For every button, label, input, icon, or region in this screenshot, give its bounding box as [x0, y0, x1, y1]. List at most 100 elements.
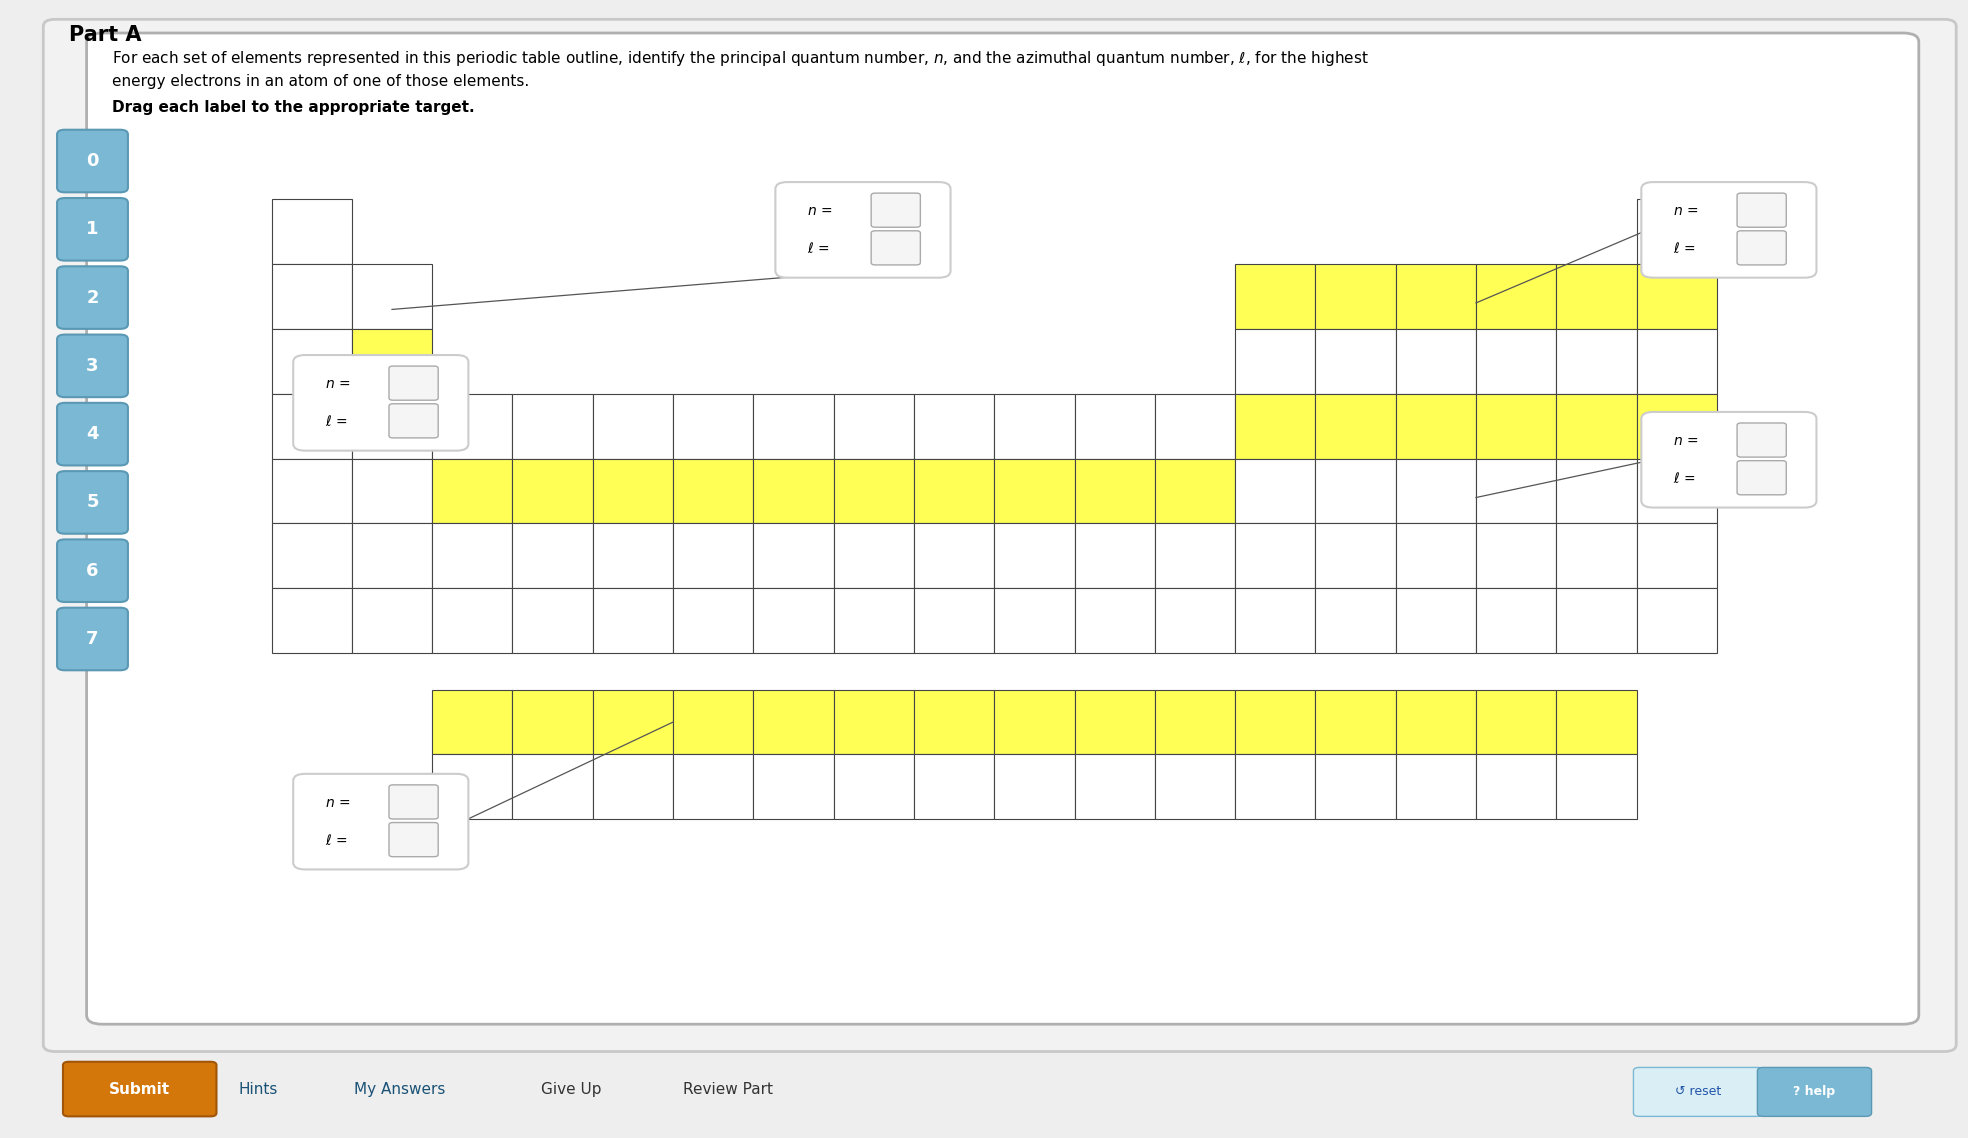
Bar	[592, 459, 673, 523]
Text: $\ell$ =: $\ell$ =	[1673, 241, 1694, 256]
FancyBboxPatch shape	[1738, 461, 1787, 495]
Text: ? help: ? help	[1793, 1086, 1836, 1098]
Bar	[352, 394, 433, 459]
Bar	[1155, 588, 1236, 653]
Text: 6: 6	[87, 562, 98, 579]
Bar	[512, 523, 592, 588]
Text: Hints: Hints	[238, 1081, 277, 1097]
Bar	[834, 523, 913, 588]
Bar	[1637, 264, 1716, 329]
Bar	[433, 394, 512, 459]
Bar	[272, 199, 352, 264]
Text: My Answers: My Answers	[354, 1081, 445, 1097]
Bar	[1155, 459, 1236, 523]
Bar	[1395, 690, 1476, 754]
Bar	[1075, 588, 1155, 653]
Text: Review Part: Review Part	[683, 1081, 773, 1097]
Bar	[1476, 690, 1557, 754]
Bar	[1395, 588, 1476, 653]
Bar	[994, 754, 1075, 819]
Bar	[512, 588, 592, 653]
Bar	[1236, 690, 1315, 754]
Bar	[994, 588, 1075, 653]
Bar	[754, 394, 834, 459]
Bar	[834, 754, 913, 819]
Bar	[913, 523, 994, 588]
Bar	[272, 264, 352, 329]
Bar	[913, 588, 994, 653]
Text: $\ell$ =: $\ell$ =	[325, 414, 346, 429]
FancyBboxPatch shape	[1738, 231, 1787, 265]
Bar	[994, 394, 1075, 459]
Text: $n$ =: $n$ =	[807, 204, 832, 218]
FancyBboxPatch shape	[775, 182, 951, 278]
Bar	[673, 754, 754, 819]
Bar	[512, 754, 592, 819]
Bar	[592, 394, 673, 459]
Bar	[913, 394, 994, 459]
Bar	[1155, 754, 1236, 819]
Bar	[352, 523, 433, 588]
Bar	[1315, 459, 1395, 523]
Bar	[1075, 754, 1155, 819]
Bar	[913, 690, 994, 754]
FancyBboxPatch shape	[57, 403, 128, 465]
FancyBboxPatch shape	[1641, 182, 1816, 278]
Bar	[994, 690, 1075, 754]
Bar	[592, 754, 673, 819]
Bar	[1395, 523, 1476, 588]
Bar	[754, 459, 834, 523]
Bar	[433, 459, 512, 523]
Bar	[1476, 264, 1557, 329]
Bar	[352, 459, 433, 523]
Bar	[1155, 523, 1236, 588]
Bar	[352, 264, 433, 329]
Bar	[272, 329, 352, 394]
Bar	[1476, 588, 1557, 653]
Bar	[754, 754, 834, 819]
Bar	[1476, 523, 1557, 588]
Bar	[1637, 459, 1716, 523]
Bar	[754, 690, 834, 754]
FancyBboxPatch shape	[390, 404, 439, 438]
FancyBboxPatch shape	[43, 19, 1956, 1052]
Bar	[1395, 459, 1476, 523]
Bar	[1236, 264, 1315, 329]
Text: 1: 1	[87, 221, 98, 238]
Bar	[1395, 394, 1476, 459]
Text: $\ell$ =: $\ell$ =	[1673, 471, 1694, 486]
Text: $n$ =: $n$ =	[325, 795, 350, 810]
Bar	[913, 754, 994, 819]
FancyBboxPatch shape	[63, 1062, 216, 1116]
Bar	[1637, 329, 1716, 394]
Bar	[272, 523, 352, 588]
Bar	[754, 523, 834, 588]
Text: 4: 4	[87, 426, 98, 443]
Bar	[1557, 690, 1637, 754]
FancyBboxPatch shape	[390, 366, 439, 401]
FancyBboxPatch shape	[1757, 1067, 1872, 1116]
Bar	[1476, 754, 1557, 819]
Bar	[1395, 264, 1476, 329]
Bar	[1315, 588, 1395, 653]
Bar	[1075, 523, 1155, 588]
Text: ↺ reset: ↺ reset	[1675, 1086, 1722, 1098]
FancyBboxPatch shape	[87, 33, 1919, 1024]
FancyBboxPatch shape	[390, 785, 439, 819]
Bar	[1236, 754, 1315, 819]
Bar	[512, 394, 592, 459]
FancyBboxPatch shape	[872, 231, 921, 265]
Bar	[1155, 690, 1236, 754]
FancyBboxPatch shape	[872, 193, 921, 228]
Text: Part A: Part A	[69, 25, 142, 46]
Text: Drag each label to the appropriate target.: Drag each label to the appropriate targe…	[112, 100, 474, 115]
Bar	[1557, 459, 1637, 523]
Text: 3: 3	[87, 357, 98, 374]
Bar	[1557, 754, 1637, 819]
Bar	[673, 394, 754, 459]
Bar	[1557, 588, 1637, 653]
Bar	[1395, 754, 1476, 819]
FancyBboxPatch shape	[1641, 412, 1816, 508]
Bar	[994, 523, 1075, 588]
Text: 5: 5	[87, 494, 98, 511]
